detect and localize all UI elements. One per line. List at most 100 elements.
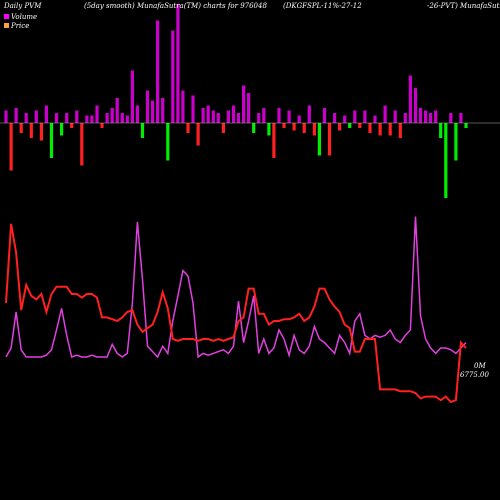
volume-bar xyxy=(130,70,134,123)
volume-bar xyxy=(95,105,99,123)
volume-bar xyxy=(373,115,377,123)
volume-bar xyxy=(247,93,251,123)
volume-bar xyxy=(327,123,332,156)
volume-bar xyxy=(312,123,316,136)
volume-bar xyxy=(343,115,347,123)
volume-bar xyxy=(307,105,311,123)
volume-bar xyxy=(201,108,205,123)
volume-bar xyxy=(14,108,18,123)
volume-bar xyxy=(459,113,463,123)
volume-bar xyxy=(9,123,13,171)
volume-bar xyxy=(302,123,306,133)
volume-bar xyxy=(19,123,23,133)
volume-bar xyxy=(120,113,124,123)
volume-bar xyxy=(424,110,428,123)
volume-bar xyxy=(363,110,367,123)
volume-bar xyxy=(171,30,175,123)
volume-bar xyxy=(75,110,79,123)
volume-bar xyxy=(418,108,423,123)
volume-bar xyxy=(413,88,418,123)
volume-bar xyxy=(110,108,114,123)
volume-bar xyxy=(54,113,59,123)
volume-bar xyxy=(145,90,150,123)
volume-bar xyxy=(257,113,261,123)
volume-bar xyxy=(221,123,225,133)
volume-bar xyxy=(333,113,337,123)
volume-bar xyxy=(297,115,301,123)
volume-bar xyxy=(4,110,8,123)
volume-bar xyxy=(44,105,48,123)
volume-bar xyxy=(196,123,200,146)
volume-bar xyxy=(434,110,438,123)
legend-label-price: Price xyxy=(11,21,30,30)
volume-bar xyxy=(90,115,94,123)
volume-bar xyxy=(140,123,145,138)
volume-bars xyxy=(4,4,468,198)
volume-bar xyxy=(151,100,155,123)
price-line xyxy=(5,223,467,404)
volume-bar xyxy=(105,113,109,123)
volume-bar xyxy=(393,110,397,123)
volume-bar xyxy=(317,123,321,156)
volume-bar xyxy=(236,113,241,123)
volume-bar xyxy=(115,98,119,123)
volume-bar xyxy=(267,123,271,136)
volume-bar xyxy=(444,123,448,198)
volume-bar xyxy=(161,98,165,123)
volume-bar xyxy=(181,90,185,123)
price-label-bottom: 6775.00 xyxy=(460,371,489,379)
volume-bar xyxy=(85,115,89,123)
volume-bar xyxy=(39,123,43,141)
legend-label-volume: Volume xyxy=(11,12,38,21)
volume-bar xyxy=(34,110,38,123)
volume-bar xyxy=(206,105,210,123)
volume-bar xyxy=(125,115,129,123)
volume-bar xyxy=(398,123,402,138)
volume-bar xyxy=(262,108,266,123)
volume-bar xyxy=(135,105,139,123)
volume-bar xyxy=(353,110,357,123)
volume-bar xyxy=(29,123,33,138)
volume-bar xyxy=(252,123,256,133)
volume-bar xyxy=(358,123,362,128)
volume-bar xyxy=(49,123,54,158)
volume-bar xyxy=(231,105,236,123)
price-label-top: 0M xyxy=(474,362,486,370)
volume-bar xyxy=(176,4,180,124)
volume-bar xyxy=(439,123,443,138)
volume-bar xyxy=(80,123,84,166)
legend-swatch-volume xyxy=(4,14,9,19)
volume-bar xyxy=(226,110,230,123)
volume-bar xyxy=(403,113,407,123)
volume-bar xyxy=(292,123,296,131)
volume-bar xyxy=(429,113,433,123)
volume-bar xyxy=(272,123,276,158)
volume-bar xyxy=(65,113,69,123)
volume-line xyxy=(5,216,467,359)
volume-bar xyxy=(60,123,64,136)
volume-bar xyxy=(454,123,458,161)
volume-bar xyxy=(449,113,453,123)
chart-symbol: (DKGFSPL-11%-27-12 xyxy=(283,2,362,10)
volume-bar xyxy=(166,123,170,161)
volume-bar xyxy=(338,123,342,131)
legend-swatch-price xyxy=(4,23,9,28)
volume-bar xyxy=(368,123,372,133)
volume-bar xyxy=(388,123,392,136)
volume-bar xyxy=(216,113,220,123)
legend-item-volume: Volume xyxy=(4,12,37,21)
volume-bar xyxy=(70,123,74,128)
volume-bar xyxy=(277,108,281,123)
chart-type-label: Daily PVM xyxy=(4,2,42,10)
volume-bar xyxy=(24,113,28,123)
volume-bar xyxy=(100,123,104,128)
volume-bar xyxy=(348,123,352,128)
volume-bar xyxy=(282,123,286,128)
volume-bar xyxy=(191,95,195,123)
legend: Volume Price xyxy=(4,12,37,30)
volume-bar xyxy=(383,105,387,123)
volume-bar xyxy=(186,123,190,133)
volume-bar xyxy=(408,75,412,123)
volume-bar xyxy=(242,85,246,123)
